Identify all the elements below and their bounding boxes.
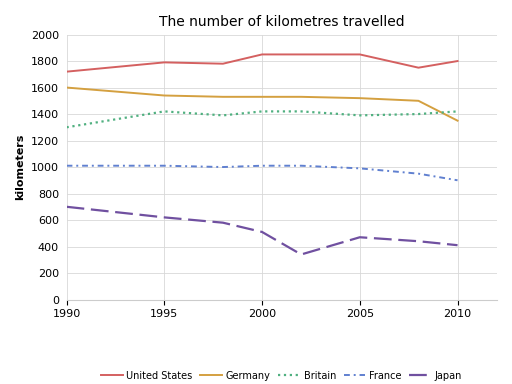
Legend: United States, Germany, Britain, France, Japan: United States, Germany, Britain, France,… xyxy=(97,367,466,384)
Y-axis label: kilometers: kilometers xyxy=(15,134,25,200)
Title: The number of kilometres travelled: The number of kilometres travelled xyxy=(159,15,404,29)
